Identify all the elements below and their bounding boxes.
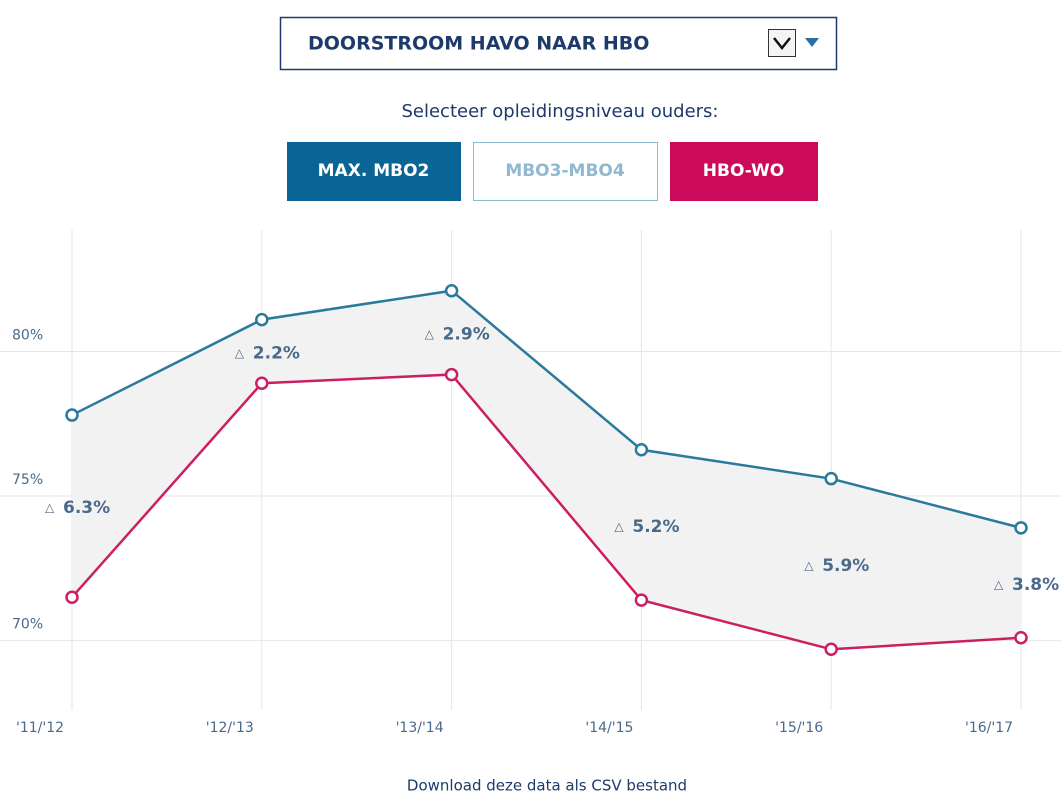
delta-label: 5.2%	[632, 517, 679, 537]
x-tick-label: '12/'13	[206, 720, 254, 736]
delta-symbol: △	[614, 519, 624, 533]
dropdown-icon[interactable]	[768, 29, 796, 57]
legend-label[interactable]: MAX. MBO2	[318, 161, 430, 181]
legend-button[interactable]	[670, 142, 818, 201]
legend-button[interactable]	[287, 142, 461, 201]
point	[444, 283, 459, 298]
point	[65, 590, 79, 604]
point	[1014, 630, 1028, 645]
series-line	[71, 373, 1022, 651]
point	[824, 642, 838, 657]
delta-symbol: △	[235, 346, 245, 360]
chevron	[773, 37, 791, 51]
delta-label: 5.9%	[822, 556, 869, 576]
x-tick-label: '14/'15	[585, 720, 633, 736]
y-tick-label: 75%	[12, 472, 43, 488]
delta-label: 2.9%	[443, 325, 490, 345]
x-tick-label: '11/'12	[16, 720, 64, 736]
legend-button[interactable]	[473, 142, 658, 201]
x-tick-label: '15/'16	[775, 720, 823, 736]
point	[255, 312, 269, 327]
x-tick-label: '13/'14	[396, 720, 444, 736]
point	[65, 408, 79, 422]
prompt: Selecteer opleidingsniveau ouders:	[401, 101, 718, 122]
point	[1014, 521, 1028, 535]
point	[444, 367, 459, 382]
delta-label: 3.8%	[1012, 575, 1059, 595]
y-tick-label: 80%	[12, 327, 43, 343]
dropdown[interactable]	[279, 16, 838, 71]
series-line	[71, 289, 1022, 530]
legend-label[interactable]: MBO3-MBO4	[505, 161, 625, 181]
x-tick-label: '16/'17	[965, 720, 1013, 736]
point	[824, 471, 838, 486]
y-tick-label: 70%	[12, 617, 43, 633]
dropdown-label[interactable]: DOORSTROOM HAVO NAAR HBO	[308, 33, 649, 55]
point	[634, 593, 649, 607]
delta-label: 2.2%	[253, 343, 300, 363]
delta-symbol: △	[804, 558, 814, 572]
download-link[interactable]: Download deze data als CSV bestand	[407, 777, 687, 793]
legend-label[interactable]: HBO-WO	[703, 161, 784, 181]
delta-symbol: △	[45, 501, 55, 515]
delta-label: 6.3%	[63, 498, 110, 518]
delta-symbol: △	[425, 327, 435, 341]
point	[255, 376, 269, 391]
point	[634, 443, 649, 457]
delta-symbol: △	[994, 577, 1004, 591]
dropdown-arrow	[805, 38, 819, 47]
